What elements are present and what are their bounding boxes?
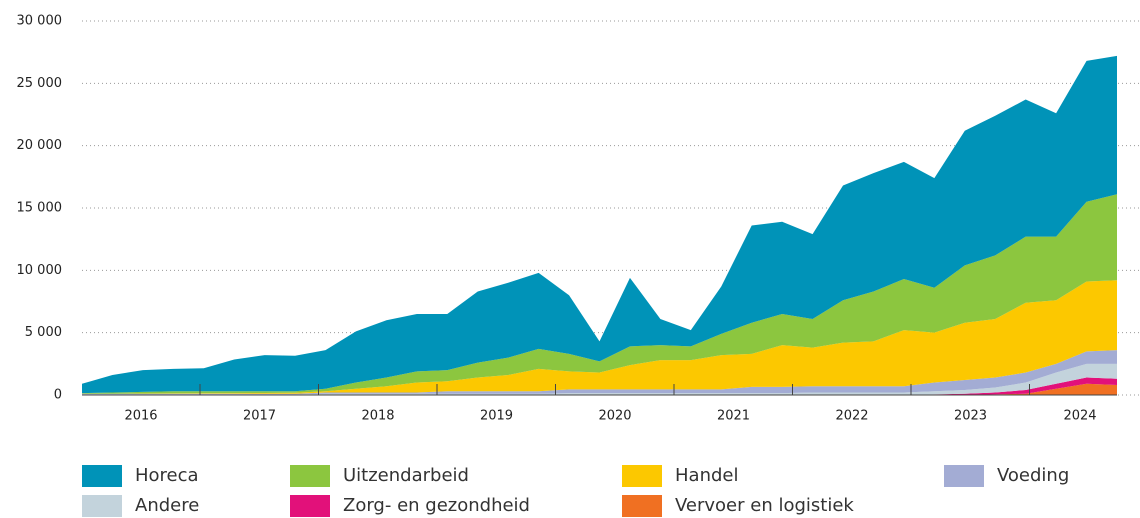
x-tick-label: 2024: [1063, 409, 1096, 424]
legend-swatch: [290, 465, 330, 487]
area: [82, 377, 1117, 395]
x-tick-label: 2017: [243, 409, 276, 424]
x-tick-label: 2020: [598, 409, 631, 424]
area: [82, 55, 1117, 394]
legend-swatch: [82, 465, 122, 487]
legend-swatch: [622, 495, 662, 517]
y-tick-label: 10 000: [17, 263, 63, 278]
legend-label: Vervoer en logistiek: [675, 495, 854, 516]
x-tick-label: 2022: [835, 409, 868, 424]
y-tick-label: 25 000: [17, 76, 63, 91]
area: [82, 280, 1117, 394]
legend-label: Handel: [675, 465, 738, 486]
x-tick-label: 2021: [717, 409, 750, 424]
legend-swatch: [944, 465, 984, 487]
y-tick-label: 30 000: [17, 14, 63, 29]
legend-label: Andere: [135, 495, 199, 516]
y-tick-label: 20 000: [17, 138, 63, 153]
legend-swatch: [290, 495, 330, 517]
x-tick-label: 2023: [954, 409, 987, 424]
x-tick-label: 2016: [124, 409, 157, 424]
legend-swatch: [82, 495, 122, 517]
y-tick-label: 5 000: [25, 325, 62, 340]
legend-label: Horeca: [135, 465, 199, 486]
legend-swatch: [622, 465, 662, 487]
y-tick-label: 15 000: [17, 201, 63, 216]
x-tick-label: 2019: [480, 409, 513, 424]
legend-label: Voeding: [997, 465, 1069, 486]
y-tick-label: 0: [54, 388, 62, 403]
legend-label: Uitzendarbeid: [343, 465, 469, 486]
area: [82, 194, 1117, 394]
legend-label: Zorg- en gezondheid: [343, 495, 530, 516]
x-tick-label: 2018: [361, 409, 394, 424]
